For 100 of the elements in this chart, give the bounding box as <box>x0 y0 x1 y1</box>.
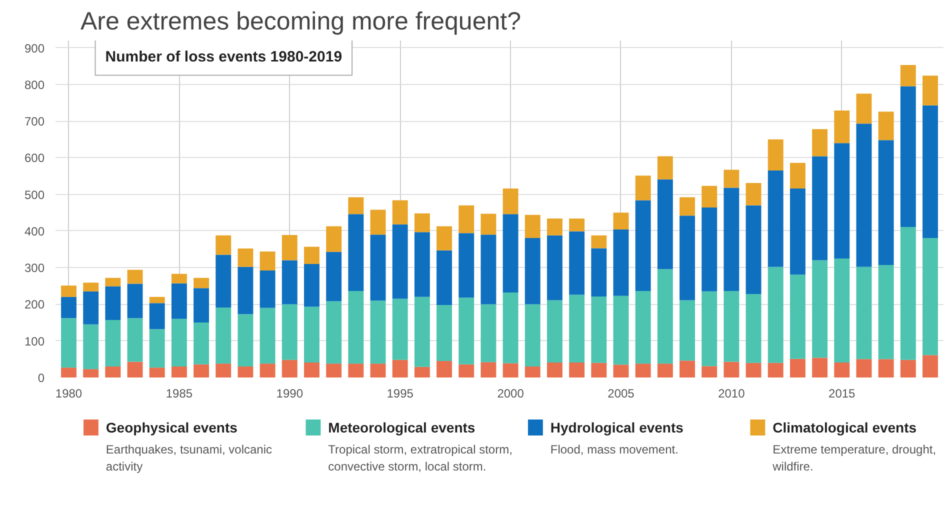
bar <box>458 298 474 364</box>
bar <box>414 296 430 367</box>
bar <box>724 291 740 362</box>
bar <box>238 314 254 367</box>
bar <box>458 205 474 234</box>
bar <box>502 188 518 214</box>
bar <box>480 304 496 362</box>
y-tick-label: 100 <box>24 334 45 348</box>
chart-title: Are extremes becoming more frequent? <box>80 8 521 36</box>
bar <box>238 248 254 267</box>
bar <box>856 266 872 360</box>
bar <box>724 188 740 292</box>
bar <box>392 224 408 299</box>
bar <box>348 291 364 364</box>
bar <box>458 233 474 298</box>
bar <box>326 252 342 302</box>
bar <box>61 296 76 318</box>
bar <box>546 218 562 236</box>
bar <box>546 300 562 362</box>
x-tick-label: 1995 <box>386 386 414 400</box>
bar <box>746 362 762 378</box>
x-tick-label: 1990 <box>276 386 304 400</box>
bar <box>414 213 430 232</box>
y-tick-label: 400 <box>24 224 45 238</box>
bar <box>812 260 828 358</box>
bar <box>790 188 806 275</box>
bar <box>238 266 254 314</box>
bar <box>878 140 894 266</box>
bar <box>834 110 850 144</box>
bar <box>480 362 496 378</box>
bar <box>348 214 364 292</box>
bar <box>436 226 452 250</box>
bar <box>171 318 187 367</box>
text: Extreme temperature, drought, wildfire. <box>772 442 936 474</box>
bar <box>282 304 298 360</box>
bar <box>680 300 695 361</box>
bar <box>613 296 629 365</box>
bar <box>613 364 629 378</box>
bar <box>702 208 718 292</box>
bar <box>502 214 518 293</box>
bar <box>83 291 99 324</box>
bar <box>260 251 276 271</box>
bar <box>83 369 99 378</box>
bar <box>657 156 673 180</box>
bar <box>61 286 76 297</box>
bar <box>348 364 364 378</box>
bar <box>304 362 320 378</box>
bar <box>127 270 143 284</box>
legend-label: Hydrological events <box>550 420 684 436</box>
bar <box>392 200 408 224</box>
bar <box>724 362 740 378</box>
bar <box>680 216 695 300</box>
bar <box>546 235 562 300</box>
bar <box>635 291 651 364</box>
bar <box>194 278 210 288</box>
bar <box>834 258 850 362</box>
bar <box>878 112 894 140</box>
bar <box>591 362 607 378</box>
bar <box>171 366 187 378</box>
bar <box>834 362 850 378</box>
bar <box>127 362 143 378</box>
bar <box>900 226 916 360</box>
bar <box>922 76 938 106</box>
bar <box>502 292 518 364</box>
legend-label: Climatological events <box>772 420 917 436</box>
bar <box>834 143 850 258</box>
bar <box>790 162 806 188</box>
bar <box>216 364 232 378</box>
bar <box>171 283 187 319</box>
bar <box>149 329 165 368</box>
bar <box>370 300 386 364</box>
bar <box>878 265 894 360</box>
bar <box>105 286 121 320</box>
bar <box>83 324 99 370</box>
bar <box>524 238 540 304</box>
bar <box>436 304 452 362</box>
bar <box>657 364 673 378</box>
bar <box>746 294 762 363</box>
bar <box>304 246 320 264</box>
bar <box>591 248 607 297</box>
bar <box>790 358 806 378</box>
bar <box>524 214 540 238</box>
x-tick-label: 2005 <box>608 386 635 400</box>
legend-label: Geophysical events <box>106 420 238 436</box>
y-tick-label: 0 <box>38 371 45 385</box>
bar <box>680 360 695 378</box>
bar <box>502 363 518 378</box>
bar <box>657 179 673 270</box>
bar <box>260 308 276 364</box>
bar <box>348 197 364 214</box>
bar <box>922 238 938 356</box>
bar <box>282 260 298 304</box>
bar <box>238 366 254 378</box>
y-tick-label: 200 <box>24 298 45 312</box>
bar <box>392 298 408 360</box>
bar <box>569 218 585 232</box>
bar <box>304 306 320 362</box>
bar <box>702 366 718 378</box>
bar <box>900 65 916 86</box>
bar <box>480 234 496 304</box>
